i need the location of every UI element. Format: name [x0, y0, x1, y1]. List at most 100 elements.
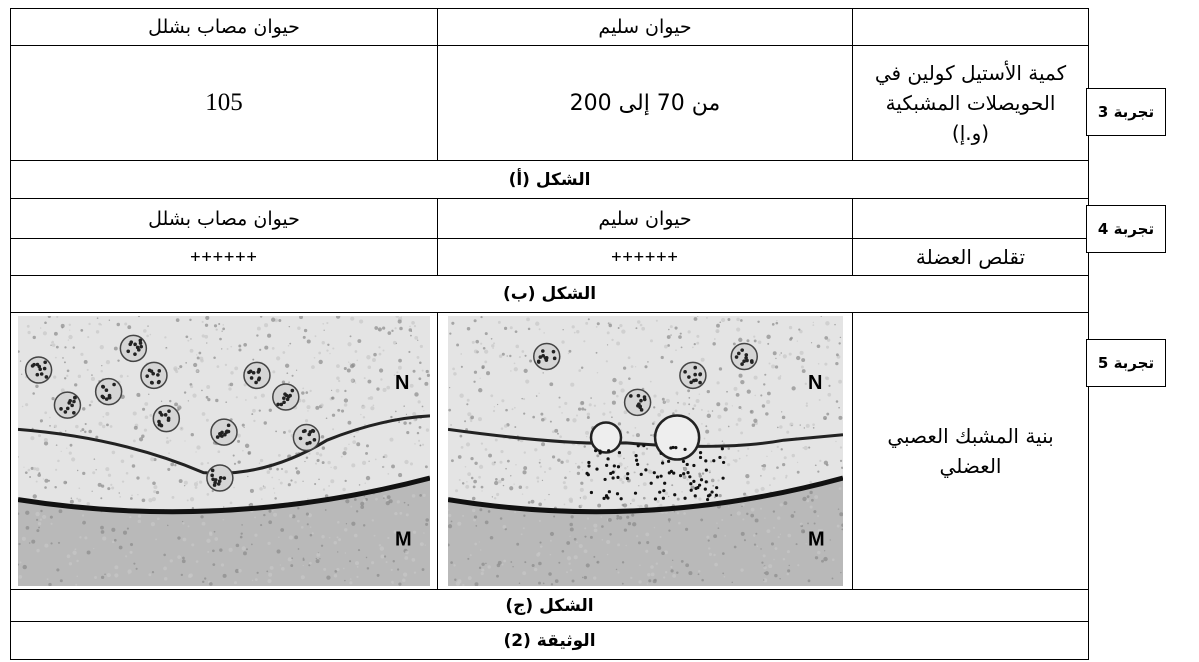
released-dot: [720, 476, 725, 480]
texture: [631, 522, 636, 527]
vesicle-dot: [636, 393, 640, 398]
texture: [732, 386, 737, 391]
texture: [782, 501, 787, 506]
texture: [120, 459, 125, 464]
texture: [746, 447, 749, 450]
texture: [596, 503, 601, 508]
texture: [605, 360, 608, 363]
texture: [753, 394, 756, 397]
texture: [76, 497, 79, 500]
texture: [514, 344, 519, 349]
texture: [700, 357, 705, 362]
texture: [724, 402, 728, 406]
texture: [421, 405, 424, 408]
texture: [649, 565, 654, 569]
texture: [549, 553, 551, 556]
texture: [322, 488, 326, 491]
vesicle-dot: [39, 372, 44, 376]
texture: [560, 340, 565, 344]
texture: [44, 411, 48, 415]
texture: [316, 458, 320, 463]
texture: [504, 528, 507, 531]
texture: [324, 494, 329, 498]
released-dot: [681, 472, 685, 476]
vesicle-dot: [312, 438, 317, 442]
texture: [615, 514, 619, 518]
texture: [806, 495, 809, 499]
texture: [538, 458, 541, 461]
texture: [467, 576, 472, 580]
texture: [642, 496, 646, 500]
image-label: N: [808, 372, 822, 394]
texture: [393, 530, 397, 534]
texture: [595, 326, 598, 328]
released-dot: [691, 463, 696, 468]
texture: [321, 446, 326, 450]
texture: [205, 396, 209, 399]
texture: [513, 406, 516, 409]
released-dot: [607, 490, 611, 494]
texture: [608, 323, 612, 328]
texture: [367, 365, 372, 370]
texture: [674, 349, 677, 352]
texture: [762, 579, 764, 581]
texture: [77, 374, 82, 379]
texture: [805, 423, 810, 428]
texture: [465, 403, 468, 406]
vesicle-dot: [104, 397, 109, 401]
texture: [398, 358, 402, 363]
vesicle-dot: [741, 359, 746, 363]
texture: [674, 326, 678, 330]
vesicle-dot: [38, 367, 42, 372]
texture: [615, 517, 619, 520]
texture: [410, 334, 412, 337]
side-label: تجربة 5: [1086, 339, 1166, 387]
muscle-membrane: [18, 475, 430, 515]
texture: [646, 573, 651, 577]
texture: [751, 423, 755, 427]
texture: [787, 564, 790, 567]
texture: [107, 487, 111, 491]
texture: [156, 517, 160, 521]
texture: [150, 522, 156, 527]
texture: [516, 439, 520, 442]
texture: [770, 450, 772, 452]
texture: [412, 411, 417, 417]
texture: [596, 372, 598, 374]
texture: [247, 451, 252, 455]
vesicle-dot: [538, 355, 542, 359]
vesicle-dot: [133, 352, 137, 356]
texture: [411, 558, 416, 562]
texture: [253, 419, 256, 423]
texture: [344, 479, 347, 482]
texture: [397, 319, 402, 324]
released-dot: [714, 493, 718, 497]
texture: [129, 516, 132, 519]
texture: [687, 403, 690, 406]
texture: [111, 450, 116, 455]
texture: [179, 426, 184, 431]
texture: [378, 346, 381, 349]
texture: [219, 337, 222, 341]
texture: [69, 443, 73, 447]
texture: [745, 480, 750, 485]
texture: [586, 416, 590, 420]
texture: [664, 571, 667, 574]
texture: [827, 384, 831, 387]
texture: [390, 415, 393, 419]
texture: [60, 323, 65, 328]
texture: [487, 453, 492, 458]
texture: [412, 530, 417, 534]
released-dot: [666, 459, 670, 463]
texture: [715, 522, 718, 524]
image-label: M: [395, 529, 412, 551]
released-dot: [643, 468, 647, 472]
texture: [757, 340, 761, 344]
vesicle-dot: [128, 342, 133, 347]
texture: [506, 355, 508, 357]
texture: [731, 581, 733, 584]
texture: [27, 468, 31, 472]
texture: [424, 465, 428, 469]
released-dot: [615, 475, 620, 479]
texture: [511, 408, 513, 411]
